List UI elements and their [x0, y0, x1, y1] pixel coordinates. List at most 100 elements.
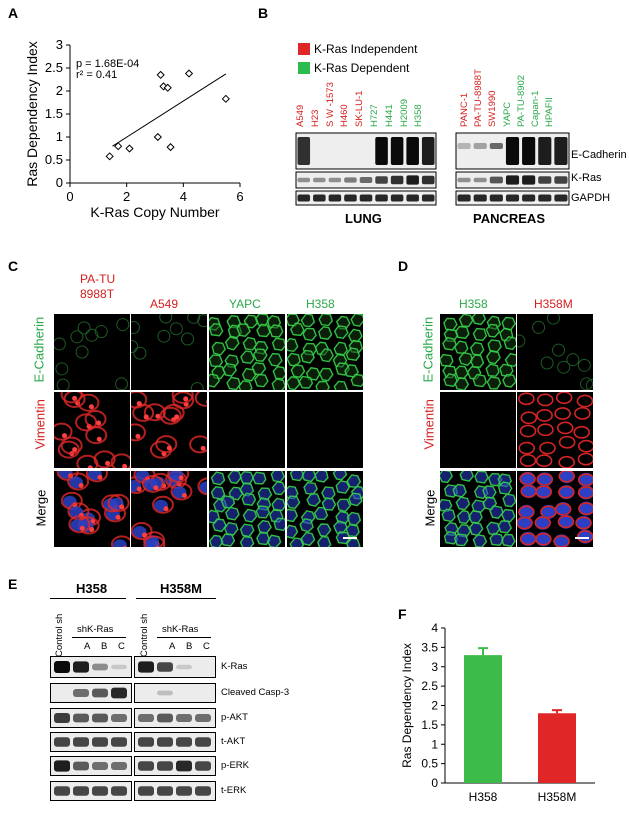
vimentin-spot: [105, 460, 111, 466]
cell-outline: [486, 350, 501, 365]
vimentin-signal: [60, 392, 83, 404]
cell-outline: [489, 505, 504, 519]
cell-outline: [131, 340, 139, 353]
blot-band: [157, 786, 173, 796]
blot-strip-h358m: [134, 756, 216, 776]
blot-band: [138, 761, 154, 771]
cell-outline: [239, 523, 255, 538]
cell-outline: [300, 349, 316, 364]
blot-band: [176, 760, 192, 772]
nucleus: [199, 481, 207, 494]
y-axis-label: Ras Dependency Index: [25, 41, 40, 187]
cell-outline: [333, 341, 349, 356]
vimentin-signal: [107, 493, 130, 512]
vimentin-signal: [558, 435, 576, 449]
panel-d-label: D: [398, 258, 409, 274]
micrograph-h358-merge: [287, 471, 363, 547]
vimentin-signal: [159, 406, 182, 425]
vimentin-spot: [88, 404, 94, 410]
cell-outline: [272, 365, 285, 380]
vimentin-signal: [143, 403, 166, 422]
col-yapc: YAPC: [229, 297, 261, 311]
cell-outline: [517, 334, 526, 348]
micrograph-a549-merge-image: [131, 471, 207, 547]
vimentin-spot: [206, 399, 207, 404]
blot-band: [176, 664, 192, 670]
blot-background: [50, 756, 132, 776]
nucleus: [578, 472, 593, 487]
cell-outline: [267, 352, 283, 367]
micrograph-h358-vimentin: [440, 392, 516, 468]
pancreas-kras-band: [522, 175, 536, 185]
lung-ecad-band: [406, 137, 419, 165]
blot-strip-h358m: [134, 683, 216, 703]
vimentin-signal: [577, 473, 593, 487]
lung-gapdh-band: [297, 194, 311, 202]
cell-outline: [116, 318, 130, 332]
vimentin-spot: [181, 493, 187, 499]
blot-strip-h358m: [134, 708, 216, 728]
x-tick-label: H358M: [538, 790, 577, 804]
blot-row-label: K-Ras: [221, 661, 248, 672]
blot-strip-h358: [50, 781, 132, 801]
y-tick-label: 2.5: [45, 60, 63, 75]
vimentin-spot: [72, 447, 78, 453]
micrograph-h358-merge: [440, 471, 516, 547]
panel-a-scatter-chart: 0 0.5 1 1.5 2 2.5 3 0 2 4 6 K-Ras Copy Number Ras De…: [25, 37, 244, 220]
lane-control-sh-2: Control sh: [139, 613, 150, 657]
data-point: [156, 70, 165, 80]
y-tick-label: 1: [56, 129, 63, 144]
blot-band: [92, 713, 108, 723]
cell-outline: [210, 471, 226, 486]
blot-band: [73, 761, 89, 771]
cell-outline: [485, 323, 501, 338]
vimentin-signal: [556, 421, 574, 435]
blot-band: [138, 737, 154, 747]
vimentin-signal: [84, 410, 107, 429]
nucleus: [535, 532, 552, 547]
lung-kras-band: [375, 176, 388, 184]
vimentin-signal: [57, 440, 80, 459]
micrograph-h358m-merge: [517, 471, 593, 547]
cell-outline: [253, 373, 269, 388]
blot-band: [92, 737, 108, 747]
vimentin-spot: [78, 483, 84, 489]
micrograph-pa-tu-8988t-ecadherin-image: [54, 318, 130, 390]
shkras-lane-letter: B: [186, 641, 193, 652]
pancreas-lane-label: HPAFII: [544, 97, 556, 127]
cell-outline: [336, 498, 352, 513]
micrograph-h358-merge-image: [287, 471, 363, 547]
r-squared: r² = 0.41: [76, 69, 117, 81]
lung-gapdh-band: [375, 194, 388, 202]
cell-outline: [287, 524, 299, 539]
cell-outline: [502, 493, 516, 508]
vimentin-signal: [68, 515, 91, 534]
cell-outline: [211, 341, 227, 356]
lung-kras-band: [390, 175, 404, 185]
cell-outline: [290, 364, 306, 379]
cell-outline: [456, 510, 472, 525]
cell-outline: [318, 367, 334, 382]
micrograph-h358-ecadherin-image: [440, 314, 516, 390]
nucleus: [536, 472, 553, 487]
cell-outline: [472, 373, 487, 388]
lung-lane-label: A549: [295, 104, 306, 127]
cell-outline: [271, 497, 285, 512]
cell-outline: [468, 510, 483, 524]
y-tick-label: 2.5: [421, 679, 438, 693]
y-tick-label: 2: [56, 83, 63, 98]
lung-gapdh-band: [328, 194, 342, 202]
blot-strip-h358: [50, 656, 132, 678]
cell-outline: [333, 380, 349, 390]
lung-lane-label: H2009: [398, 99, 410, 127]
cell-outline: [210, 486, 226, 500]
vimentin-spot: [79, 525, 85, 531]
micrograph-h358-ecadherin: [440, 314, 516, 390]
vimentin-signal: [131, 522, 153, 541]
legend-dependent-label: K-Ras Dependent: [314, 61, 410, 75]
cell-outline: [302, 327, 317, 342]
legend-swatch-independent: [298, 43, 310, 55]
lung-gapdh-band: [390, 194, 404, 202]
vimentin-signal: [577, 452, 593, 466]
cell-outline: [350, 373, 363, 388]
